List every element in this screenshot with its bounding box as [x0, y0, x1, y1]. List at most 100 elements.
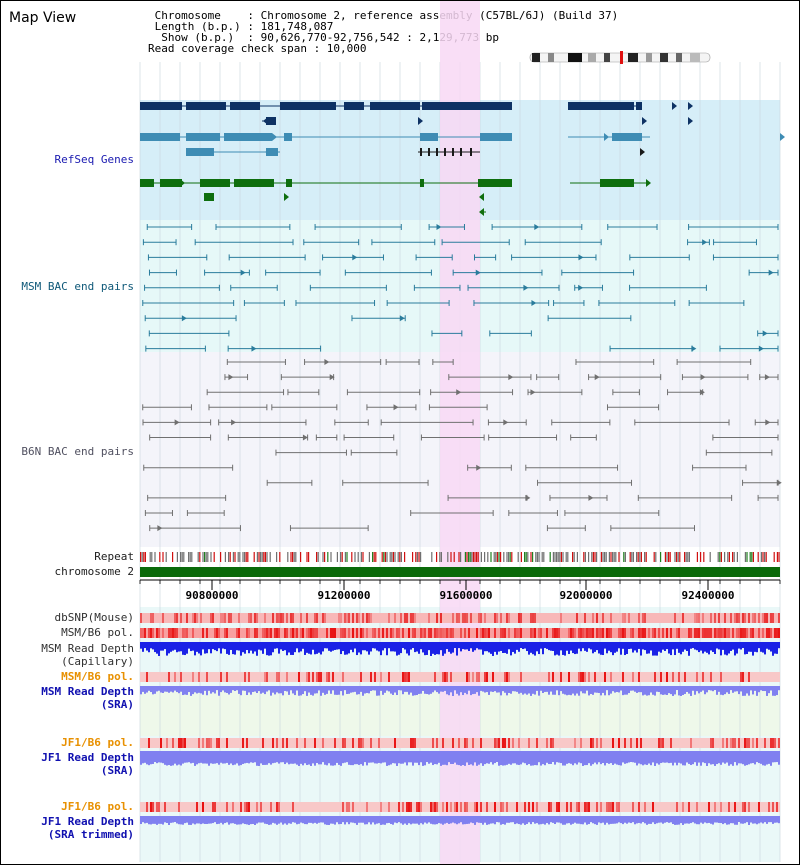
heat-cell [536, 738, 538, 748]
depth-bar [638, 686, 640, 693]
depth-bar [542, 816, 544, 824]
depth-bar [192, 686, 194, 695]
depth-bar [182, 686, 184, 696]
depth-bar [652, 751, 654, 763]
repeat-mark [447, 552, 449, 562]
depth-bar [338, 642, 340, 650]
depth-bar [230, 751, 232, 764]
heat-cell [678, 672, 680, 682]
heat-cell [590, 628, 592, 638]
depth-bar [404, 642, 406, 650]
depth-bar [222, 686, 224, 691]
depth-bar [508, 642, 510, 650]
depth-bar [592, 686, 594, 695]
depth-bar [654, 686, 656, 696]
depth-bar [168, 816, 170, 825]
depth-bar [702, 686, 704, 691]
repeat-mark [653, 552, 655, 562]
depth-bar [272, 751, 274, 764]
heat-cell [380, 802, 382, 812]
repeat-mark [205, 552, 207, 562]
depth-bar [644, 686, 646, 695]
heat-cell [710, 628, 712, 638]
heat-cell [332, 672, 334, 682]
depth-bar [334, 642, 336, 650]
heat-cell [540, 628, 542, 638]
depth-bar [332, 751, 334, 766]
repeat-mark [543, 552, 545, 562]
depth-bar [648, 751, 650, 764]
depth-bar [466, 686, 468, 695]
heat-cell [724, 613, 726, 623]
bac-end-pair [676, 359, 752, 365]
depth-bar [394, 816, 396, 823]
heat-cell [250, 613, 252, 623]
depth-bar [390, 751, 392, 765]
depth-bar [642, 686, 644, 696]
depth-bar [308, 686, 310, 693]
repeat-mark [525, 552, 527, 562]
depth-bar [252, 642, 254, 654]
depth-bar [196, 642, 198, 652]
heat-cell [662, 738, 664, 748]
depth-bar [724, 686, 726, 695]
heat-cell [696, 802, 698, 812]
depth-bar [204, 751, 206, 764]
depth-bar [382, 686, 384, 695]
depth-bar [658, 642, 660, 652]
track-label-msm-b6-pol-sra: MSM/B6 pol. [61, 670, 134, 683]
depth-bar [758, 751, 760, 764]
depth-bar [570, 816, 572, 825]
depth-bar [192, 751, 194, 763]
track-label-chromosome: chromosome 2 [54, 565, 134, 578]
depth-bar [616, 816, 618, 824]
heat-cell [698, 613, 700, 623]
depth-bar [678, 642, 680, 653]
depth-bar [772, 751, 774, 763]
heat-cell [306, 672, 308, 682]
depth-bar [606, 686, 608, 691]
heat-cell [504, 628, 506, 638]
depth-bar [190, 642, 192, 652]
bac-end-pair [303, 239, 360, 246]
depth-bar [272, 642, 274, 653]
heat-cell [178, 738, 180, 748]
heat-cell [758, 628, 760, 638]
depth-bar [570, 686, 572, 696]
heat-cell [744, 802, 746, 812]
heat-cell [552, 628, 554, 638]
depth-bar [232, 816, 234, 824]
depth-bar [368, 686, 370, 694]
depth-bar [182, 751, 184, 764]
depth-bar [242, 751, 244, 764]
depth-bar [286, 642, 288, 656]
depth-bar [514, 816, 516, 825]
depth-bar [298, 642, 300, 653]
depth-bar [518, 816, 520, 825]
depth-bar [550, 751, 552, 764]
repeat-mark [676, 552, 678, 562]
depth-bar [272, 686, 274, 693]
bac-end-pair [719, 345, 779, 352]
depth-bar [672, 642, 674, 650]
heat-cell [422, 628, 424, 638]
heat-cell [450, 802, 452, 812]
depth-bar [568, 642, 570, 655]
bac-end-pair [287, 389, 320, 396]
heat-cell [764, 613, 766, 623]
depth-bar [582, 642, 584, 649]
heat-cell [644, 802, 646, 812]
repeat-mark [612, 552, 614, 562]
depth-bar [190, 751, 192, 764]
depth-bar [296, 642, 298, 649]
depth-bar [676, 642, 678, 649]
depth-bar [538, 751, 540, 763]
depth-bar [586, 686, 588, 691]
depth-bar [350, 642, 352, 650]
heat-cell [254, 628, 256, 638]
depth-bar [486, 686, 488, 693]
heat-cell [452, 613, 454, 623]
repeat-mark [765, 552, 767, 562]
heat-cell [468, 628, 470, 638]
